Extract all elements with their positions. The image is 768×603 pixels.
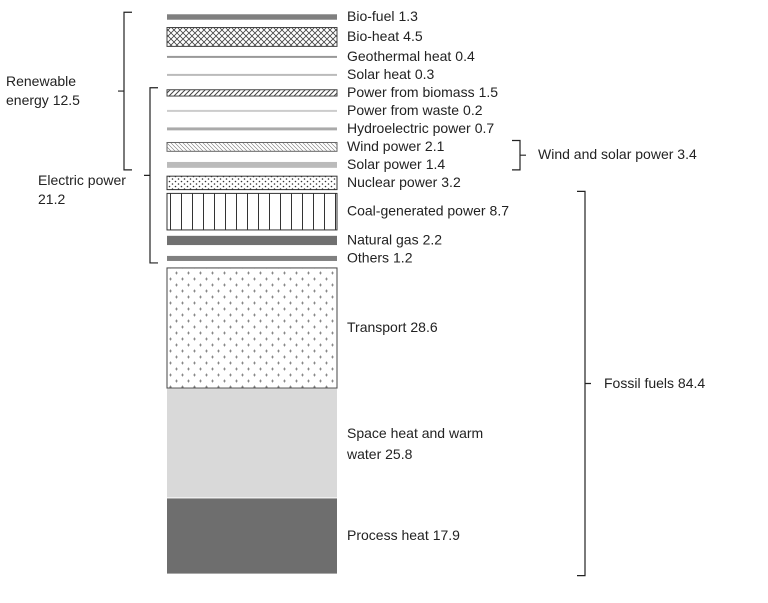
segment-label-box: Space heat and warm water 25.8 bbox=[347, 423, 497, 465]
segment bbox=[166, 175, 338, 191]
group-label: Fossil fuels 84.4 bbox=[604, 374, 705, 393]
segment-label: Geothermal heat 0.4 bbox=[347, 48, 475, 64]
segment-label: Natural gas 2.2 bbox=[347, 231, 442, 247]
group-bracket bbox=[118, 11, 132, 171]
segment-label: Coal-generated power 8.7 bbox=[347, 202, 509, 218]
segment-value: 1.3 bbox=[398, 8, 418, 24]
segment-value: 2.1 bbox=[425, 138, 445, 154]
segment-value: 1.5 bbox=[479, 84, 499, 100]
segment-name: Solar power bbox=[347, 156, 422, 172]
segment-value: 4.5 bbox=[403, 28, 423, 44]
segment bbox=[167, 55, 337, 58]
segment bbox=[166, 141, 338, 152]
segment-label: Bio-fuel 1.3 bbox=[347, 8, 418, 24]
segment-name: Nuclear power bbox=[347, 174, 438, 190]
segment bbox=[167, 389, 337, 498]
segment-label: Nuclear power 3.2 bbox=[347, 174, 461, 190]
group-label: Wind and solar power 3.4 bbox=[538, 145, 697, 164]
segment-name: Process heat bbox=[347, 527, 429, 543]
segment-value: 0.7 bbox=[475, 120, 495, 136]
segment-value: 28.6 bbox=[410, 319, 437, 335]
segment-name: Power from biomass bbox=[347, 84, 475, 100]
group-bracket bbox=[144, 87, 158, 264]
segment-name: Bio-fuel bbox=[347, 8, 394, 24]
segment-name: Solar heat bbox=[347, 66, 411, 82]
segment-label: Power from waste 0.2 bbox=[347, 102, 483, 118]
segment-value: 17.9 bbox=[433, 527, 460, 543]
segment bbox=[167, 109, 337, 112]
segment-name: Others bbox=[347, 249, 389, 265]
group-value: 21.2 bbox=[38, 190, 66, 207]
segment bbox=[167, 255, 337, 261]
group-name: Electric power bbox=[38, 171, 126, 188]
group-name: Fossil fuels bbox=[604, 374, 675, 391]
segment-label: Wind power 2.1 bbox=[347, 138, 445, 154]
segment-label: Solar power 1.4 bbox=[347, 156, 445, 172]
segment-value: 0.4 bbox=[455, 48, 475, 64]
segment bbox=[167, 235, 337, 246]
segment bbox=[167, 498, 337, 574]
segment bbox=[167, 127, 337, 131]
segment-label: Power from biomass 1.5 bbox=[347, 84, 498, 100]
segment-value: 0.3 bbox=[415, 66, 435, 82]
group-bracket bbox=[577, 190, 591, 577]
segment-name: Geothermal heat bbox=[347, 48, 451, 64]
segment bbox=[166, 192, 338, 231]
segment-name: Coal-generated power bbox=[347, 202, 486, 218]
segment-value: 3.2 bbox=[441, 174, 461, 190]
group-value: 12.5 bbox=[52, 92, 80, 109]
segment bbox=[166, 27, 338, 47]
segment bbox=[167, 73, 337, 76]
segment-name: Hydroelectric power bbox=[347, 120, 471, 136]
segment-name: Power from waste bbox=[347, 102, 459, 118]
segment-name: Wind power bbox=[347, 138, 421, 154]
segment-label: Transport 28.6 bbox=[347, 319, 438, 335]
segment-name: Transport bbox=[347, 319, 407, 335]
segment bbox=[167, 14, 337, 20]
group-label: Electric power 21.2 bbox=[38, 171, 146, 209]
group-name: Renewable energy bbox=[6, 73, 77, 109]
segment-name: Natural gas bbox=[347, 231, 419, 247]
group-name: Wind and solar power bbox=[538, 146, 674, 163]
segment-value: 1.4 bbox=[426, 156, 446, 172]
segment-value: 2.2 bbox=[423, 231, 443, 247]
segment-name: Space heat and warm water bbox=[347, 425, 484, 463]
group-value: 3.4 bbox=[677, 146, 697, 163]
segment bbox=[167, 161, 337, 168]
group-value: 84.4 bbox=[677, 374, 706, 391]
group-label: Renewable energy 12.5 bbox=[6, 72, 118, 110]
group-bracket bbox=[512, 139, 526, 171]
segment-label: Solar heat 0.3 bbox=[347, 66, 435, 82]
segment-label: Bio-heat 4.5 bbox=[347, 28, 423, 44]
segment-label: Space heat and warm water 25.8 bbox=[347, 423, 497, 465]
segment-value: 1.2 bbox=[393, 249, 413, 265]
segment-value: 25.8 bbox=[385, 446, 413, 463]
segment-name: Bio-heat bbox=[347, 28, 399, 44]
segment-label: Others 1.2 bbox=[347, 249, 413, 265]
segment-label: Process heat 17.9 bbox=[347, 527, 460, 543]
segment-value: 0.2 bbox=[463, 102, 483, 118]
segment bbox=[166, 267, 338, 389]
segment bbox=[166, 89, 338, 97]
segment-value: 8.7 bbox=[490, 202, 510, 218]
segment-label: Hydroelectric power 0.7 bbox=[347, 120, 494, 136]
